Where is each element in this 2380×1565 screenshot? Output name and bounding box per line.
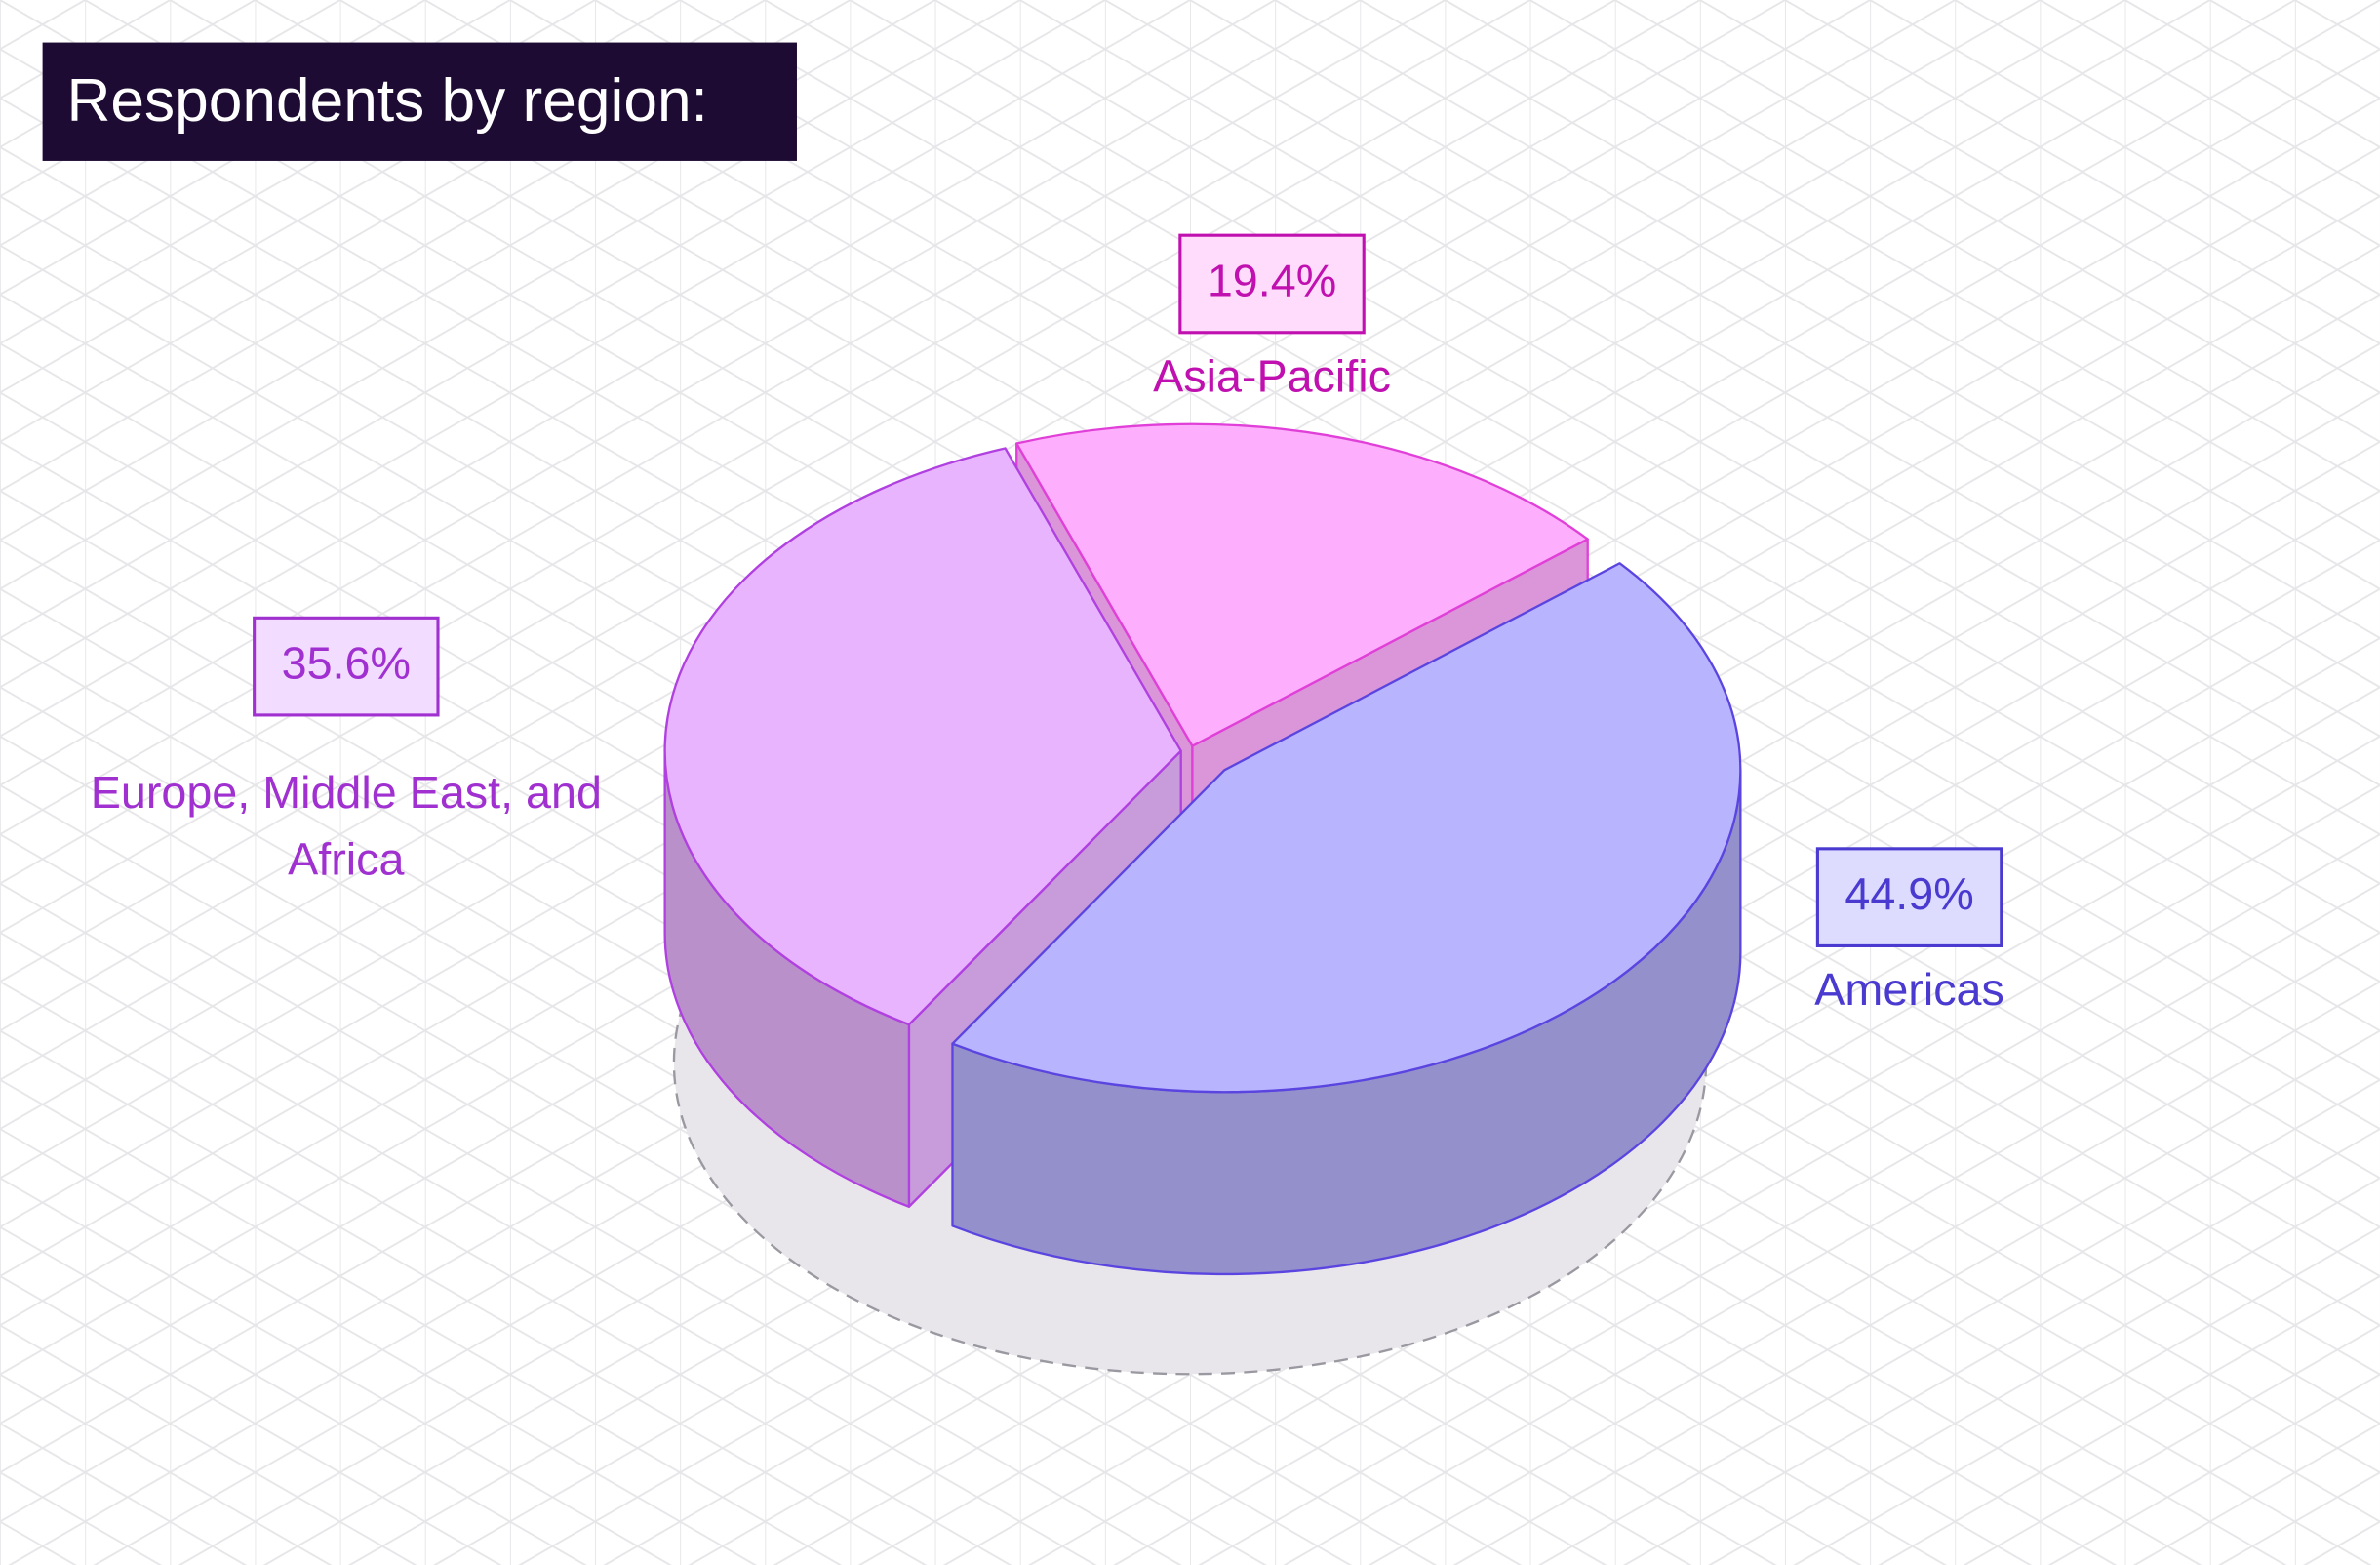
category-label: Europe, Middle East, and Africa (90, 768, 602, 886)
title-box (42, 42, 797, 161)
chart-title: Respondents by region: (67, 67, 708, 135)
category-label-box: Europe, Middle East, and Africa (90, 768, 602, 886)
category-label: Asia-Pacific (1153, 352, 1391, 403)
value-label-box (1178, 233, 1366, 335)
slice (951, 562, 1742, 1094)
slice (1015, 422, 1589, 747)
category-label-box: Asia-Pacific (1153, 352, 1391, 403)
slice (663, 447, 1182, 1026)
value-label: 35.6% (282, 637, 411, 688)
value-label: 44.9% (1844, 868, 1973, 919)
category-label-box: Americas (1814, 965, 2004, 1017)
value-label: 19.4% (1208, 255, 1336, 305)
pie (663, 422, 1742, 1276)
category-label: Americas (1814, 965, 2004, 1017)
value-label-box (253, 616, 440, 717)
value-label-box (1815, 847, 2003, 947)
labels: 44.9% Americas 35.6% Europe, Middle East, a… (90, 233, 2004, 1017)
